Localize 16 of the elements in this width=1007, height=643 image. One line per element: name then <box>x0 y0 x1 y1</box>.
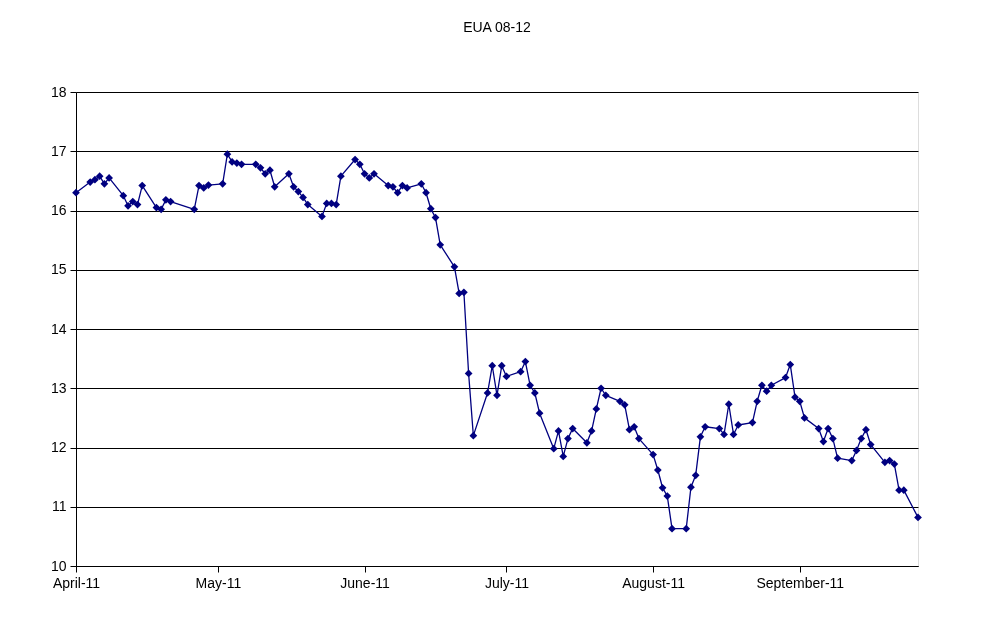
y-tick-label: 11 <box>51 498 67 515</box>
x-tick-label: June-11 <box>340 574 391 591</box>
x-tick-label: May-11 <box>195 574 242 591</box>
x-tick-label: July-11 <box>484 574 530 591</box>
x-tick-label: August-11 <box>622 574 686 591</box>
y-tick-label: 12 <box>50 439 67 455</box>
y-tick-label: 13 <box>50 379 67 396</box>
y-tick-label: 18 <box>50 83 67 100</box>
y-tick-label: 10 <box>50 557 67 574</box>
y-tick-label: 17 <box>50 142 67 159</box>
y-tick-label: 14 <box>50 320 67 337</box>
chart-title: EUA 08-12 <box>463 19 532 35</box>
y-tick-label: 16 <box>50 202 67 218</box>
x-tick-label: April-11 <box>52 574 101 591</box>
x-tick-label: September-11 <box>756 574 845 591</box>
y-tick-label: 15 <box>50 261 67 278</box>
